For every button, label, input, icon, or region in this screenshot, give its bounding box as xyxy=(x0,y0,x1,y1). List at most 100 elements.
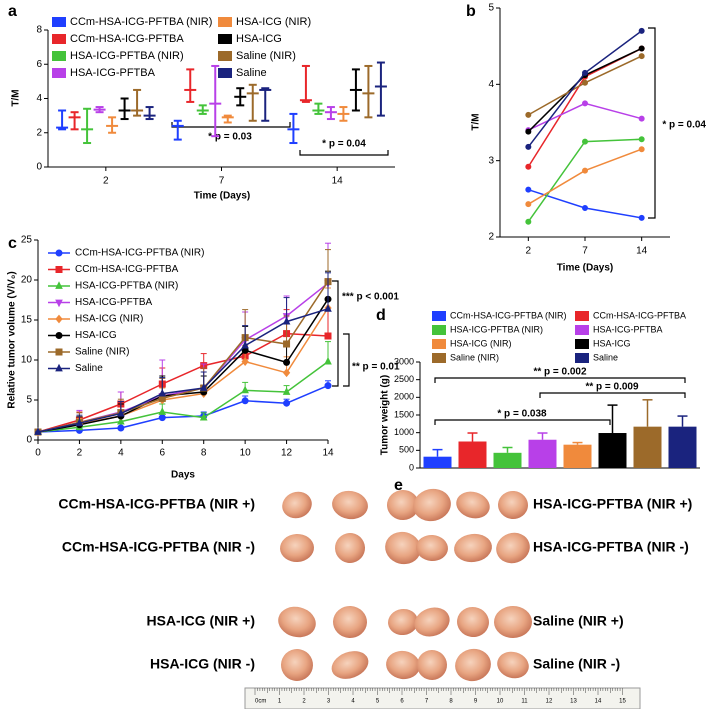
ruler-label: 10 xyxy=(497,699,504,705)
x-tick-label: 2 xyxy=(77,448,83,459)
significance-bracket xyxy=(539,392,686,398)
marker xyxy=(582,138,588,145)
legend-label: HSA-ICG-PFTBA xyxy=(593,324,663,334)
marker xyxy=(638,115,645,122)
bar xyxy=(633,426,662,468)
legend-label: HSA-ICG (NIR) xyxy=(450,338,512,348)
y-tick-label: 2 xyxy=(36,127,42,138)
x-tick-label: 4 xyxy=(118,448,124,459)
marker xyxy=(55,281,63,289)
marker xyxy=(199,412,208,421)
tumor xyxy=(496,532,530,564)
marker xyxy=(55,363,63,372)
legend-label: CCm-HSA-ICG-PFTBA (NIR) xyxy=(70,16,212,28)
marker xyxy=(525,201,532,208)
y-tick-label: 25 xyxy=(21,235,33,246)
y-tick-label: 1000 xyxy=(394,427,414,437)
tumor xyxy=(414,607,450,637)
marker xyxy=(283,358,291,366)
marker xyxy=(525,163,532,170)
y-tick-label: 0 xyxy=(26,435,32,446)
y-tick-label: 6 xyxy=(36,59,42,70)
tumor xyxy=(280,533,314,563)
tumor xyxy=(417,650,447,680)
tumor xyxy=(455,648,491,682)
marker xyxy=(525,128,532,135)
ruler-label: 4 xyxy=(351,699,355,705)
legend-label: HSA-ICG-PFTBA xyxy=(75,297,153,308)
ruler-label: 5 xyxy=(376,699,380,705)
photo-label: HSA-ICG-PFTBA (NIR -) xyxy=(533,539,689,555)
x-tick-label: 7 xyxy=(219,176,225,187)
annotation: *** p < 0.001 xyxy=(342,292,399,303)
marker xyxy=(158,407,167,415)
ruler-label: 8 xyxy=(449,699,453,705)
tumor xyxy=(457,606,489,638)
legend-label: HSA-ICG (NIR) xyxy=(75,314,143,325)
marker xyxy=(582,167,588,174)
marker xyxy=(241,340,249,349)
marker xyxy=(283,340,291,348)
legend-swatch xyxy=(432,339,446,349)
panel-letter: b xyxy=(466,3,476,20)
photo-label: HSA-ICG-PFTBA (NIR +) xyxy=(533,496,692,512)
y-tick-label: 2 xyxy=(488,232,494,243)
series-line xyxy=(37,360,329,433)
marker xyxy=(283,399,291,407)
photo-label: HSA-ICG (NIR -) xyxy=(150,656,255,672)
ruler-label: 1 xyxy=(278,699,282,705)
marker xyxy=(324,304,332,312)
marker xyxy=(241,357,249,366)
ruler-label: 15 xyxy=(619,699,626,705)
marker xyxy=(282,316,291,325)
y-tick-label: 10 xyxy=(21,355,33,366)
y-tick-label: 4 xyxy=(36,93,42,104)
legend-swatch xyxy=(218,17,232,27)
legend-swatch xyxy=(52,68,66,78)
x-tick-label: 2 xyxy=(103,176,109,187)
ruler-label: 7 xyxy=(425,699,429,705)
marker xyxy=(282,387,291,395)
marker xyxy=(282,368,291,378)
legend-label: CCm-HSA-ICG-PFTBA xyxy=(70,33,184,45)
bar xyxy=(423,456,452,468)
marker xyxy=(75,418,84,427)
legend-label: CCm-HSA-ICG-PFTBA (NIR) xyxy=(75,248,204,259)
marker xyxy=(638,45,645,52)
marker xyxy=(638,136,645,143)
legend-label: HSA-ICG xyxy=(75,330,117,341)
significance-bracket xyxy=(434,419,611,425)
legend-label: CCm-HSA-ICG-PFTBA xyxy=(75,264,179,275)
legend-label: Saline xyxy=(75,363,103,374)
x-tick-label: 14 xyxy=(636,246,648,257)
legend-label: HSA-ICG-PFTBA (NIR) xyxy=(70,50,184,62)
x-axis-label: Time (Days) xyxy=(557,263,614,274)
tumor xyxy=(497,651,529,679)
legend-swatch xyxy=(52,51,66,61)
marker xyxy=(117,424,125,432)
series-line xyxy=(37,281,329,433)
y-tick-label: 15 xyxy=(21,315,33,326)
annotation: ** p = 0.002 xyxy=(533,367,587,378)
ruler xyxy=(244,687,641,709)
legend-label: CCm-HSA-ICG-PFTBA xyxy=(593,310,686,320)
photo-label: CCm-HSA-ICG-PFTBA (NIR +) xyxy=(58,496,255,512)
photo-label: Saline (NIR -) xyxy=(533,656,620,672)
tumor xyxy=(416,534,448,562)
x-tick-label: 10 xyxy=(240,448,252,459)
marker xyxy=(241,385,249,394)
x-tick-label: 14 xyxy=(322,448,334,459)
tumor xyxy=(387,489,419,521)
y-tick-label: 0 xyxy=(409,462,414,472)
annotation: ** p = 0.01 xyxy=(352,362,400,373)
x-tick-label: 8 xyxy=(201,448,207,459)
legend-label: Saline (NIR) xyxy=(236,50,296,62)
legend-swatch xyxy=(218,68,232,78)
legend-label: CCm-HSA-ICG-PFTBA (NIR) xyxy=(450,310,567,320)
marker xyxy=(117,416,125,425)
series-line xyxy=(527,47,643,168)
marker xyxy=(55,249,63,257)
marker xyxy=(34,427,42,435)
bar xyxy=(458,441,487,468)
x-tick-label: 14 xyxy=(332,176,344,187)
